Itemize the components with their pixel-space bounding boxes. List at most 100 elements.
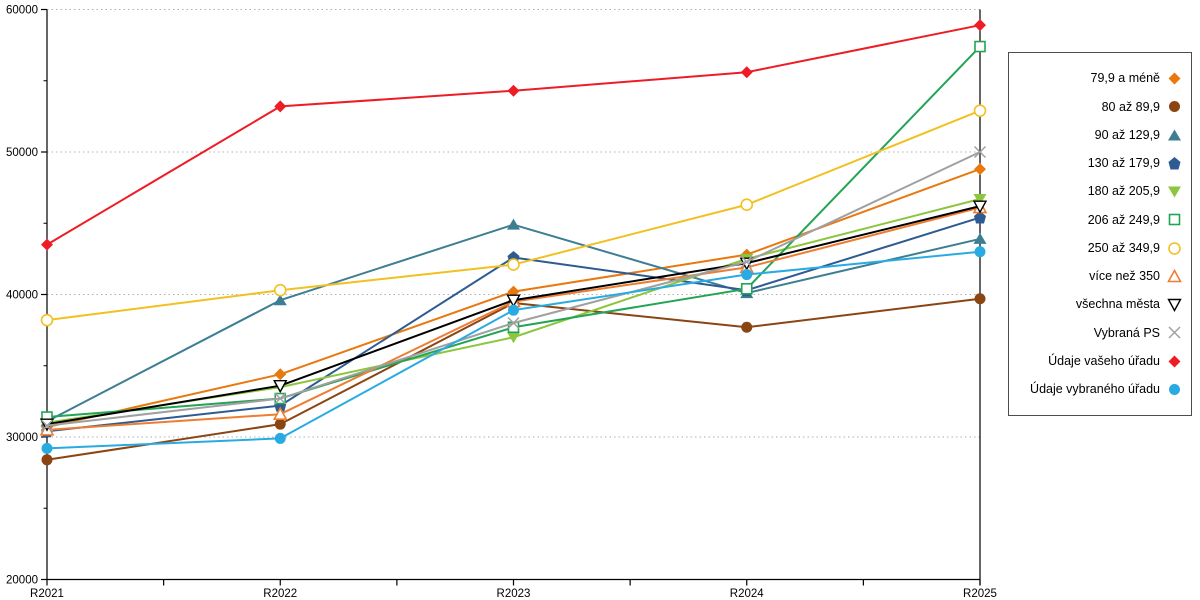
legend-item-label: všechna města	[1075, 297, 1160, 312]
circle-filled-icon	[1169, 383, 1180, 395]
data-point	[273, 380, 288, 394]
y-axis-tick-label: 30000	[6, 432, 38, 444]
data-point	[41, 442, 53, 454]
data-point	[272, 406, 288, 421]
data-point	[507, 258, 520, 271]
data-point	[973, 104, 987, 117]
series-line	[46, 250, 981, 450]
data-point	[974, 293, 986, 305]
triangle-up-filled-icon	[1168, 129, 1181, 141]
data-point	[974, 40, 986, 53]
data-point	[506, 294, 521, 308]
diamond-filled-icon	[1168, 72, 1181, 85]
legend-item: 206 až 249,9	[1013, 211, 1183, 228]
legend-item-label: Vybraná PS	[1093, 325, 1160, 340]
data-point	[741, 269, 753, 281]
triangle-down-filled-icon	[1168, 186, 1181, 198]
data-point	[273, 283, 287, 297]
series-1	[41, 293, 986, 466]
diamond-filled-icon	[1168, 72, 1181, 85]
data-point	[974, 163, 986, 176]
data-point	[507, 316, 520, 330]
data-point	[40, 419, 54, 432]
circle-filled-icon	[1169, 383, 1180, 395]
data-point	[508, 304, 519, 316]
series-line	[46, 45, 981, 419]
square-open-icon	[1168, 214, 1181, 226]
circle-filled-icon	[1169, 101, 1180, 113]
legend-item-label: 79,9 a méně	[1090, 71, 1161, 86]
legend-item: 79,9 a méně	[1013, 70, 1183, 87]
data-point	[41, 238, 53, 251]
triangle-down-filled-icon	[1168, 186, 1181, 198]
y-axis-tick-label: 40000	[6, 290, 38, 302]
triangle-up-open-icon	[1167, 268, 1182, 283]
data-point	[507, 218, 520, 230]
diamond-filled-icon	[1168, 355, 1181, 368]
legend-item: 130 až 179,9	[1013, 155, 1183, 172]
series-line	[46, 24, 981, 246]
triangle-down-open-icon	[1167, 298, 1182, 313]
legend-item-label: 206 až 249,9	[1087, 212, 1160, 227]
data-point	[972, 200, 988, 214]
y-axis-tick-label: 50000	[6, 147, 38, 159]
data-point	[41, 454, 53, 466]
data-point	[274, 418, 286, 430]
x-axis-tick-label: R2024	[730, 588, 764, 600]
legend-item-label: 130 až 179,9	[1087, 156, 1160, 171]
legend: 79,9 a méně 80 až 89,9 90 až 129,9 130 až 1…	[1008, 52, 1192, 416]
x-axis-tick-label: R2021	[30, 588, 64, 600]
circle-filled-icon	[1169, 101, 1180, 113]
series-7	[39, 199, 988, 436]
data-point	[740, 66, 753, 79]
data-point	[274, 368, 287, 381]
series-5	[41, 40, 986, 423]
diamond-filled-icon	[1168, 355, 1181, 368]
data-point	[507, 84, 520, 97]
legend-item-label: 180 až 205,9	[1087, 184, 1160, 199]
data-point	[974, 211, 986, 224]
data-point	[974, 246, 986, 258]
series-11	[41, 246, 986, 454]
data-point	[741, 321, 753, 333]
data-point	[740, 198, 754, 212]
pentagon-filled-icon	[1168, 156, 1181, 170]
series-9	[40, 145, 987, 432]
legend-item: Údaje vybraného úřadu	[1013, 381, 1183, 398]
legend-item-label: 80 až 89,9	[1101, 99, 1160, 114]
data-point	[507, 332, 520, 344]
data-point	[973, 145, 987, 159]
legend-item: 80 až 89,9	[1013, 98, 1183, 115]
data-point	[973, 194, 987, 206]
legend-item-label: Údaje vašeho úřadu	[1048, 353, 1160, 368]
data-point	[273, 294, 287, 306]
data-point	[274, 100, 287, 113]
series-6	[40, 104, 987, 327]
legend-item: 90 až 129,9	[1013, 127, 1183, 144]
x-icon	[1168, 326, 1181, 339]
data-point	[274, 432, 286, 444]
data-point	[40, 313, 54, 327]
data-point	[974, 19, 986, 32]
data-point	[274, 392, 287, 405]
legend-item-label: více než 350	[1089, 269, 1160, 284]
data-point	[740, 255, 753, 268]
x-axis-tick-label: R2023	[497, 588, 531, 600]
data-point	[973, 232, 987, 244]
y-axis-tick-label: 20000	[6, 575, 38, 587]
square-open-icon	[1168, 214, 1181, 226]
circle-open-icon	[1168, 241, 1181, 255]
legend-item: 250 až 349,9	[1013, 240, 1183, 257]
triangle-up-open-icon	[1167, 268, 1182, 283]
x-icon	[1168, 326, 1181, 339]
series-10	[41, 19, 986, 251]
legend-item: Vybraná PS	[1013, 324, 1183, 341]
legend-item: Údaje vašeho úřadu	[1013, 353, 1183, 370]
y-axis-tick-label: 60000	[6, 5, 38, 17]
pentagon-filled-icon	[1168, 156, 1181, 170]
legend-item-label: 90 až 129,9	[1094, 127, 1160, 142]
legend-item: více než 350	[1013, 268, 1183, 285]
triangle-down-open-icon	[1167, 298, 1182, 313]
